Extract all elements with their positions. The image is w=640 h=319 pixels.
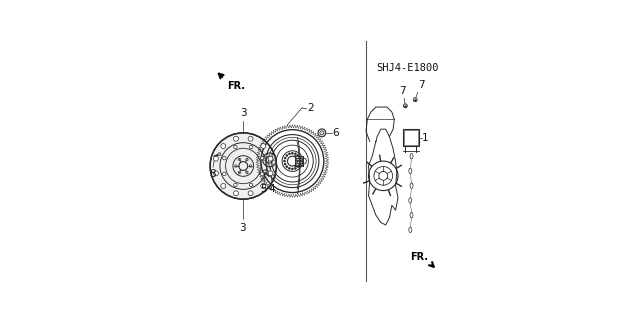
Text: FR.: FR.	[227, 81, 245, 91]
Circle shape	[299, 157, 301, 159]
Circle shape	[284, 160, 285, 162]
Circle shape	[235, 165, 237, 167]
Circle shape	[271, 155, 273, 157]
Circle shape	[291, 168, 293, 170]
Circle shape	[300, 160, 301, 162]
Circle shape	[214, 156, 218, 161]
Text: FR.: FR.	[410, 252, 428, 262]
Circle shape	[297, 154, 299, 157]
Circle shape	[297, 166, 299, 168]
Bar	[404, 130, 418, 145]
Circle shape	[234, 136, 239, 141]
Circle shape	[284, 157, 286, 159]
Circle shape	[262, 153, 276, 167]
Circle shape	[284, 163, 286, 165]
Circle shape	[250, 183, 253, 187]
Circle shape	[266, 155, 268, 157]
Circle shape	[234, 191, 239, 196]
Circle shape	[210, 133, 276, 199]
Circle shape	[238, 159, 241, 161]
Circle shape	[234, 145, 237, 149]
Circle shape	[289, 167, 291, 169]
Circle shape	[273, 159, 275, 161]
Text: 1: 1	[422, 132, 429, 143]
Circle shape	[403, 104, 407, 108]
Circle shape	[223, 156, 226, 160]
Circle shape	[250, 145, 253, 149]
Text: 7: 7	[419, 80, 425, 90]
Circle shape	[318, 129, 326, 137]
Bar	[403, 129, 419, 146]
Circle shape	[221, 183, 226, 189]
Text: 6: 6	[332, 128, 339, 138]
Circle shape	[264, 159, 266, 161]
Circle shape	[260, 156, 264, 160]
Text: SHJ4-E1800: SHJ4-E1800	[376, 63, 438, 73]
Circle shape	[250, 165, 252, 167]
Circle shape	[218, 153, 221, 156]
Circle shape	[271, 163, 273, 165]
Text: 3: 3	[239, 223, 245, 233]
Circle shape	[268, 156, 273, 161]
Circle shape	[294, 167, 296, 169]
Circle shape	[221, 144, 226, 148]
Circle shape	[268, 171, 273, 176]
Circle shape	[289, 153, 291, 155]
Circle shape	[214, 171, 218, 176]
Circle shape	[286, 154, 288, 157]
Circle shape	[260, 172, 264, 175]
Circle shape	[294, 153, 296, 155]
Circle shape	[248, 136, 253, 141]
Circle shape	[291, 152, 293, 154]
Text: 8: 8	[209, 169, 216, 179]
Circle shape	[238, 171, 241, 174]
Circle shape	[286, 166, 288, 168]
Circle shape	[223, 172, 226, 175]
Circle shape	[246, 171, 248, 174]
Circle shape	[299, 163, 301, 165]
Circle shape	[246, 159, 248, 161]
Circle shape	[260, 183, 266, 189]
Text: 2: 2	[307, 102, 314, 113]
Circle shape	[266, 163, 268, 165]
Text: 4: 4	[268, 184, 275, 194]
Circle shape	[413, 98, 417, 102]
Circle shape	[234, 183, 237, 187]
Circle shape	[248, 191, 253, 196]
Text: 3: 3	[240, 108, 246, 118]
Text: 7: 7	[399, 86, 406, 96]
Circle shape	[262, 170, 267, 174]
Circle shape	[260, 144, 266, 148]
Text: 5: 5	[260, 184, 267, 194]
